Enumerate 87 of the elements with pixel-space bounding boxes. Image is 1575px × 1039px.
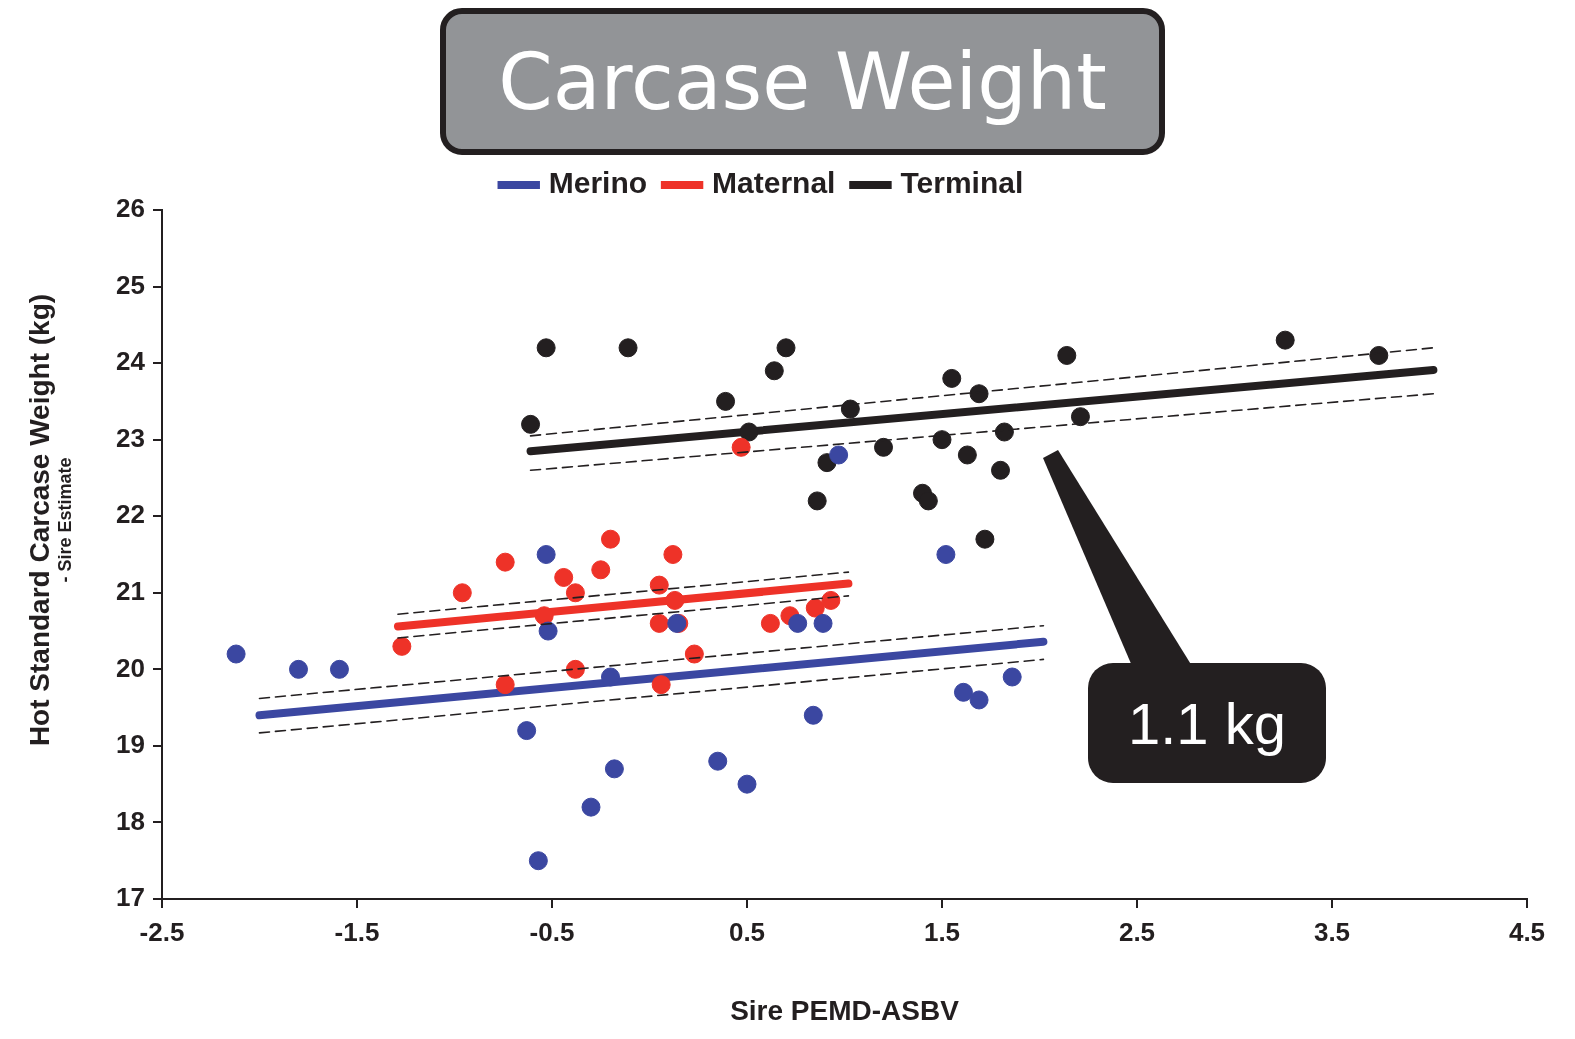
x-axis-title: Sire PEMD-ASBV — [730, 994, 960, 1026]
point — [969, 384, 989, 404]
y-tick-label: 18 — [116, 805, 145, 836]
point — [821, 590, 841, 610]
point — [1002, 667, 1022, 687]
point — [601, 667, 620, 687]
point — [708, 751, 728, 771]
x-tick-label: 0.5 — [728, 916, 766, 947]
y-tick-label: 22 — [116, 499, 145, 530]
point — [538, 621, 558, 641]
point — [776, 338, 796, 358]
point — [969, 690, 989, 710]
point — [737, 774, 757, 794]
point — [716, 391, 736, 411]
point — [649, 575, 669, 595]
point — [604, 759, 624, 779]
y-tick-label: 20 — [116, 652, 145, 683]
point — [813, 613, 833, 633]
y-tick-label: 17 — [116, 882, 145, 913]
point — [536, 338, 556, 358]
point — [565, 583, 585, 603]
point — [517, 721, 537, 741]
y-axis-title: Hot Standard Carcase Weight (kg) - Sire Estimate — [23, 293, 76, 747]
point — [495, 552, 515, 572]
point — [805, 598, 825, 618]
x-tick-label: 3.5 — [1313, 916, 1351, 947]
point — [565, 659, 585, 679]
point — [1275, 330, 1295, 350]
point — [1057, 345, 1077, 365]
x-tick-label: -0.5 — [529, 916, 575, 947]
point — [601, 529, 620, 549]
chart-title: Carcase Weight — [440, 8, 1165, 155]
point — [452, 583, 472, 603]
y-tick-label: 19 — [116, 729, 145, 760]
point — [663, 545, 683, 564]
point — [803, 705, 823, 725]
point — [289, 659, 308, 679]
y-tick-label: 25 — [116, 269, 145, 300]
point — [957, 445, 977, 465]
point — [975, 529, 995, 549]
point — [651, 675, 671, 695]
point — [807, 491, 827, 511]
x-tick-label: 2.5 — [1118, 916, 1156, 947]
point — [649, 613, 669, 633]
point — [581, 797, 601, 817]
legend-label: Terminal — [900, 166, 1024, 200]
point — [840, 399, 860, 419]
point — [618, 338, 638, 358]
point — [1369, 345, 1389, 365]
y-tick-label: 24 — [116, 346, 146, 377]
legend-label: Merino — [548, 166, 648, 200]
x-tick-label: 1.5 — [923, 916, 961, 947]
point — [932, 430, 952, 450]
point — [495, 675, 515, 695]
point — [684, 644, 704, 664]
point — [874, 437, 893, 457]
x-tick-label: -2.5 — [139, 916, 185, 947]
point — [665, 590, 685, 610]
x-tick-label: -1.5 — [334, 916, 380, 947]
point — [953, 682, 973, 702]
point — [1070, 407, 1090, 427]
point — [554, 567, 574, 587]
point — [829, 445, 849, 465]
y-tick-label: 26 — [116, 193, 145, 224]
annotation: 1.1 kg — [1088, 663, 1326, 783]
point — [739, 422, 759, 442]
point — [991, 460, 1010, 480]
y-tick-label: 21 — [116, 575, 145, 606]
y-tick-label: 23 — [116, 422, 145, 453]
point — [994, 422, 1014, 442]
legend-label: Maternal — [712, 166, 836, 200]
point — [226, 644, 246, 664]
point — [731, 437, 751, 457]
point — [528, 851, 548, 871]
point — [764, 361, 784, 381]
point — [788, 613, 808, 633]
point — [521, 414, 541, 434]
point — [760, 613, 780, 633]
point — [534, 606, 554, 626]
point — [591, 560, 611, 580]
point — [392, 636, 412, 656]
point — [918, 491, 938, 511]
point — [329, 659, 349, 679]
x-tick-label: 4.5 — [1508, 916, 1546, 947]
point — [942, 368, 962, 388]
point — [936, 545, 956, 564]
point — [536, 545, 556, 564]
